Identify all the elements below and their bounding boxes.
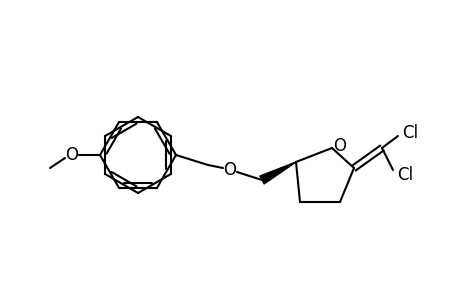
Text: O: O bbox=[333, 137, 346, 155]
Text: O: O bbox=[65, 146, 78, 164]
Text: Cl: Cl bbox=[396, 166, 412, 184]
Text: Cl: Cl bbox=[401, 124, 417, 142]
Polygon shape bbox=[259, 162, 295, 184]
Text: O: O bbox=[223, 161, 236, 179]
